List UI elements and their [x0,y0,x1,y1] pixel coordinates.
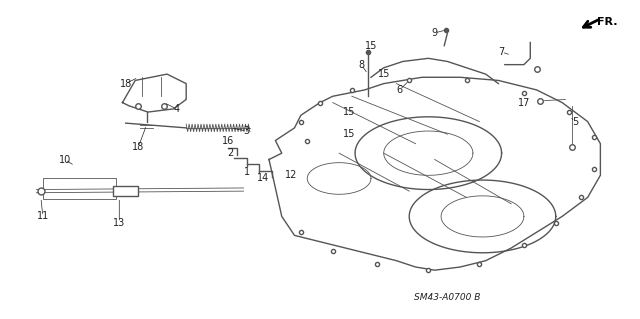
Text: 15: 15 [342,129,355,139]
Text: 10: 10 [59,154,71,165]
Bar [43,178,116,199]
Text: 18: 18 [120,78,132,89]
Text: 12: 12 [285,170,298,180]
Text: 15: 15 [378,69,390,79]
Text: 3: 3 [244,126,250,136]
Text: 5: 5 [572,116,578,127]
Text: 7: 7 [499,47,505,57]
Text: 17: 17 [518,98,530,108]
Bar [113,186,138,196]
Text: 14: 14 [257,174,269,183]
Text: 15: 15 [365,41,377,51]
Text: 13: 13 [113,218,125,228]
Text: 1: 1 [244,167,250,177]
Text: 8: 8 [358,60,365,70]
Text: SM43-A0700 B: SM43-A0700 B [414,293,481,302]
Text: 16: 16 [221,136,234,145]
Text: 15: 15 [342,107,355,117]
Text: 11: 11 [36,211,49,221]
Text: 2: 2 [228,148,234,158]
Text: 6: 6 [397,85,403,95]
Text: 18: 18 [132,142,145,152]
Text: 4: 4 [173,104,180,114]
Text: 9: 9 [431,28,438,38]
Text: FR.: FR. [597,17,618,27]
